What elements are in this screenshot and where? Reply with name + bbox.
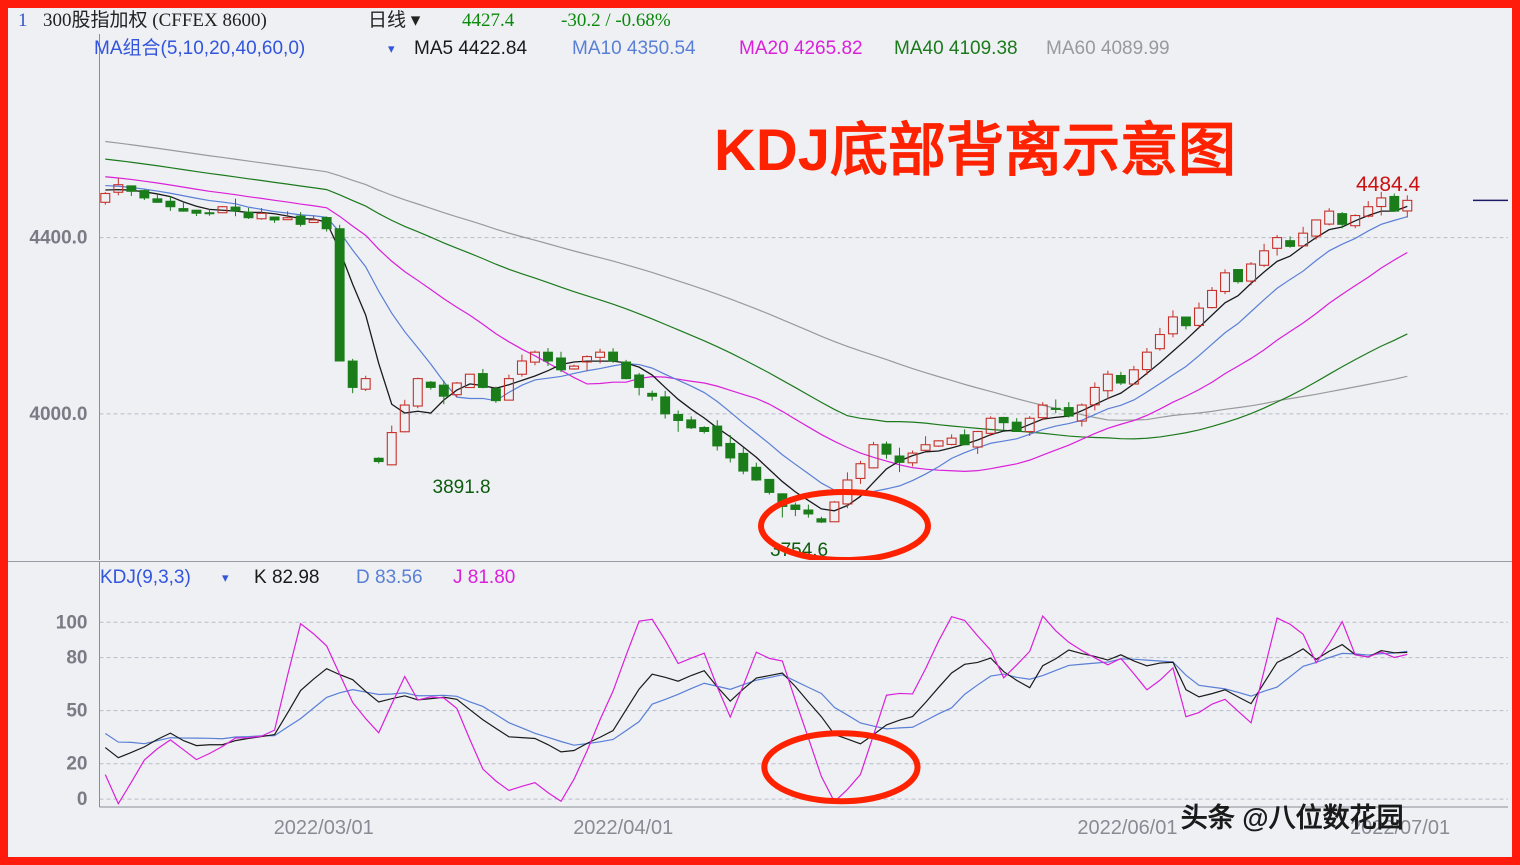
svg-text:20: 20 [66, 754, 87, 775]
svg-text:2022/04/01: 2022/04/01 [573, 817, 673, 839]
svg-text:4400.0: 4400.0 [29, 228, 87, 249]
svg-text:50: 50 [66, 701, 87, 722]
svg-text:80: 80 [66, 648, 87, 669]
svg-text:4484.4: 4484.4 [1356, 173, 1421, 196]
svg-text:3891.8: 3891.8 [433, 477, 491, 498]
svg-text:KDJ底部背离示意图: KDJ底部背离示意图 [714, 118, 1236, 183]
svg-text:100: 100 [56, 612, 88, 633]
svg-text:0: 0 [77, 789, 88, 810]
svg-text:头条 @八位数花园: 头条 @八位数花园 [1181, 802, 1404, 833]
svg-text:2022/06/01: 2022/06/01 [1077, 817, 1177, 839]
svg-text:4000.0: 4000.0 [29, 404, 87, 425]
svg-text:2022/03/01: 2022/03/01 [274, 817, 374, 839]
